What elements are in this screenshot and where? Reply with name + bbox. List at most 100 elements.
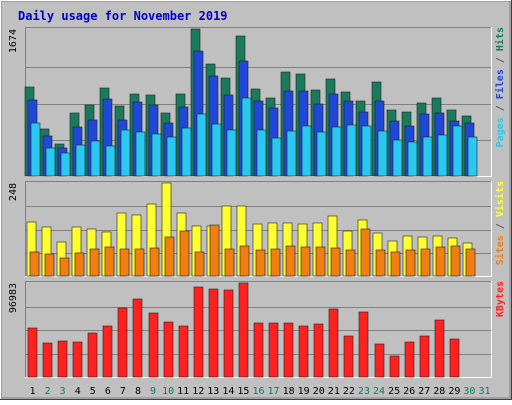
bar-sites-day-24 bbox=[375, 249, 386, 277]
bar-pages-day-17 bbox=[271, 137, 282, 177]
bar-pages-day-6 bbox=[105, 145, 116, 177]
x-tick-label-day-23: 23 bbox=[358, 386, 370, 397]
bar-pages-day-16 bbox=[256, 129, 267, 177]
bar-kbytes-day-9 bbox=[148, 312, 159, 378]
series-pages bbox=[30, 97, 478, 177]
bar-kbytes-day-28 bbox=[434, 319, 445, 378]
legend-entry: Sites bbox=[494, 235, 506, 265]
bar-sites-day-7 bbox=[119, 248, 130, 277]
x-tick-label-day-30: 30 bbox=[463, 386, 475, 397]
bar-sites-day-28 bbox=[435, 246, 446, 277]
legend-entry: Hits bbox=[494, 27, 506, 51]
x-tick-label-day-17: 17 bbox=[268, 386, 280, 397]
bar-kbytes-day-18 bbox=[283, 322, 294, 378]
x-tick-label-day-9: 9 bbox=[150, 386, 156, 397]
bar-kbytes-day-25 bbox=[389, 355, 400, 378]
panels-layer: 1674 Pages / Files / Hits 248 Sites / Visit… bbox=[8, 27, 506, 378]
x-tick-label-day-2: 2 bbox=[45, 386, 51, 397]
x-tick-label-day-18: 18 bbox=[283, 386, 295, 397]
bar-pages-day-20 bbox=[316, 131, 327, 177]
x-tick-label-day-13: 13 bbox=[207, 386, 219, 397]
panel-kbytes-max-label: 96983 bbox=[8, 283, 19, 313]
legend-entry: / bbox=[495, 99, 506, 117]
x-tick-label-day-3: 3 bbox=[60, 386, 66, 397]
x-tick-label-day-28: 28 bbox=[433, 386, 445, 397]
legend-entry: Pages bbox=[495, 117, 506, 147]
bar-pages-day-2 bbox=[45, 147, 56, 177]
x-tick-label-day-8: 8 bbox=[135, 386, 141, 397]
panel-visits: 248 Sites / Visits bbox=[8, 181, 506, 277]
bar-sites-day-17 bbox=[270, 248, 281, 277]
bar-kbytes-day-13 bbox=[208, 288, 219, 378]
x-tick-label-day-7: 7 bbox=[120, 386, 126, 397]
bar-sites-day-10 bbox=[164, 236, 175, 277]
bar-sites-day-1 bbox=[29, 251, 40, 277]
bar-kbytes-day-1 bbox=[27, 327, 38, 378]
x-tick-label-day-1: 1 bbox=[30, 386, 36, 397]
bar-pages-day-14 bbox=[226, 129, 237, 177]
x-tick-label-day-4: 4 bbox=[75, 386, 81, 397]
panel-hits: 1674 Pages / Files / Hits bbox=[8, 27, 506, 177]
bar-sites-day-18 bbox=[285, 245, 296, 277]
bar-kbytes-day-24 bbox=[374, 343, 385, 378]
panel-kbytes: 96983 KBytes bbox=[8, 281, 506, 378]
bar-pages-day-27 bbox=[422, 136, 433, 177]
bar-pages-day-3 bbox=[60, 152, 71, 177]
legend-entry: Visits bbox=[494, 181, 506, 217]
bar-sites-day-25 bbox=[390, 251, 401, 277]
x-tick-label-day-5: 5 bbox=[90, 386, 96, 397]
bar-pages-day-18 bbox=[286, 130, 297, 177]
bar-kbytes-day-21 bbox=[328, 308, 339, 378]
panel-visits-max-label: 248 bbox=[8, 183, 19, 201]
bar-kbytes-day-4 bbox=[72, 341, 83, 378]
x-tick-label-day-27: 27 bbox=[418, 386, 430, 397]
bar-sites-day-6 bbox=[104, 246, 115, 277]
panel-hits-legend-label: Pages / Files / Hits bbox=[494, 27, 506, 147]
series-kbytes bbox=[27, 282, 460, 378]
x-tick-label-day-10: 10 bbox=[162, 386, 174, 397]
bar-pages-day-30 bbox=[467, 136, 478, 177]
legend-entry: Files bbox=[494, 69, 506, 99]
bar-pages-day-25 bbox=[392, 139, 403, 177]
bar-sites-day-27 bbox=[420, 248, 431, 277]
bar-pages-day-9 bbox=[151, 133, 162, 177]
bar-pages-day-10 bbox=[166, 136, 177, 177]
x-tick-label-day-12: 12 bbox=[192, 386, 204, 397]
panel-visits-legend-label: Sites / Visits bbox=[494, 181, 506, 265]
bar-pages-day-5 bbox=[90, 140, 101, 177]
bar-kbytes-day-16 bbox=[253, 322, 264, 378]
x-tick-label-day-25: 25 bbox=[388, 386, 400, 397]
panel-hits-max-label: 1674 bbox=[8, 29, 19, 53]
bar-kbytes-day-7 bbox=[117, 307, 128, 378]
bar-sites-day-4 bbox=[74, 252, 85, 277]
bar-kbytes-day-19 bbox=[298, 325, 309, 378]
bar-sites-day-5 bbox=[89, 248, 100, 277]
series-sites bbox=[29, 224, 476, 277]
bar-sites-day-22 bbox=[345, 249, 356, 277]
x-tick-label-day-20: 20 bbox=[313, 386, 325, 397]
bar-sites-day-2 bbox=[44, 253, 55, 277]
bar-pages-day-7 bbox=[120, 129, 131, 177]
bar-pages-day-19 bbox=[301, 125, 312, 177]
bar-kbytes-day-6 bbox=[102, 325, 113, 378]
x-tick-label-day-21: 21 bbox=[328, 386, 340, 397]
bar-pages-day-26 bbox=[407, 141, 418, 177]
x-tick-label-day-22: 22 bbox=[343, 386, 355, 397]
bar-sites-day-29 bbox=[450, 245, 461, 277]
x-tick-label-day-26: 26 bbox=[403, 386, 415, 397]
bar-kbytes-day-20 bbox=[313, 323, 324, 378]
x-axis-labels: 1 2 3 4 5 6 7 8 9 10 11 12 13 14 15 16 17 18 19 20 21 22 23 24 2… bbox=[30, 386, 491, 397]
bar-kbytes-day-23 bbox=[358, 311, 369, 378]
bar-pages-day-1 bbox=[30, 122, 41, 177]
bar-kbytes-day-12 bbox=[193, 286, 204, 378]
bar-pages-day-29 bbox=[452, 125, 463, 177]
bar-kbytes-day-17 bbox=[268, 322, 279, 378]
x-tick-label-day-31: 31 bbox=[478, 386, 490, 397]
bar-pages-day-22 bbox=[346, 124, 357, 177]
bar-sites-day-3 bbox=[59, 257, 70, 277]
bar-kbytes-day-14 bbox=[223, 289, 234, 378]
bar-kbytes-day-22 bbox=[343, 335, 354, 378]
bar-kbytes-day-10 bbox=[163, 321, 174, 378]
